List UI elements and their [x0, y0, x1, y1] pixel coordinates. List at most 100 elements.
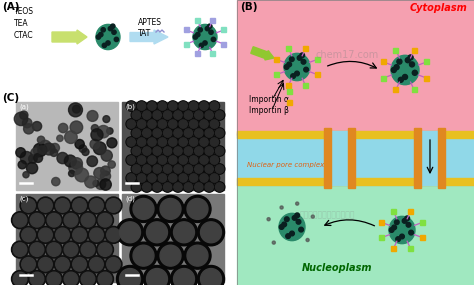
Ellipse shape	[75, 168, 89, 182]
Ellipse shape	[209, 137, 219, 147]
Ellipse shape	[22, 118, 32, 128]
Bar	[287, 100, 292, 105]
Text: (a): (a)	[19, 103, 29, 109]
Ellipse shape	[28, 154, 37, 163]
Ellipse shape	[97, 125, 109, 138]
Ellipse shape	[412, 70, 417, 75]
Ellipse shape	[168, 155, 178, 165]
Ellipse shape	[147, 155, 157, 165]
Ellipse shape	[114, 37, 118, 42]
Ellipse shape	[56, 199, 69, 212]
Bar	[195, 52, 200, 56]
Ellipse shape	[87, 156, 98, 166]
Ellipse shape	[205, 165, 213, 173]
Ellipse shape	[169, 102, 177, 110]
Ellipse shape	[193, 182, 204, 192]
Ellipse shape	[24, 124, 34, 134]
Ellipse shape	[82, 148, 89, 156]
Ellipse shape	[209, 155, 219, 165]
Ellipse shape	[200, 174, 208, 182]
Ellipse shape	[100, 179, 111, 190]
Ellipse shape	[107, 228, 120, 242]
Ellipse shape	[133, 245, 154, 266]
Ellipse shape	[396, 237, 401, 241]
Bar	[391, 209, 396, 214]
Ellipse shape	[22, 228, 35, 242]
Ellipse shape	[69, 161, 82, 175]
Ellipse shape	[152, 146, 163, 156]
Ellipse shape	[73, 257, 86, 271]
Ellipse shape	[193, 25, 217, 50]
Ellipse shape	[13, 272, 27, 285]
Ellipse shape	[142, 146, 152, 156]
Ellipse shape	[23, 172, 29, 178]
Ellipse shape	[30, 213, 44, 227]
Ellipse shape	[292, 215, 297, 220]
Ellipse shape	[394, 65, 399, 70]
Ellipse shape	[137, 138, 146, 146]
Ellipse shape	[47, 272, 61, 285]
Ellipse shape	[169, 138, 177, 146]
Ellipse shape	[20, 256, 37, 273]
Ellipse shape	[187, 245, 208, 266]
Bar	[438, 128, 445, 188]
Ellipse shape	[142, 128, 152, 138]
Ellipse shape	[64, 213, 78, 227]
Ellipse shape	[280, 206, 283, 209]
Ellipse shape	[30, 243, 44, 256]
Ellipse shape	[209, 30, 213, 34]
Ellipse shape	[410, 62, 415, 67]
Bar	[411, 87, 417, 92]
Text: (d): (d)	[125, 195, 135, 201]
Ellipse shape	[173, 146, 183, 156]
Ellipse shape	[290, 231, 294, 236]
Ellipse shape	[152, 164, 163, 174]
Ellipse shape	[164, 111, 172, 119]
Ellipse shape	[157, 137, 168, 147]
Ellipse shape	[187, 198, 208, 219]
Ellipse shape	[57, 135, 63, 141]
Ellipse shape	[144, 219, 171, 246]
Ellipse shape	[210, 102, 219, 110]
Ellipse shape	[75, 139, 84, 149]
Ellipse shape	[203, 41, 207, 45]
Ellipse shape	[137, 137, 147, 147]
Ellipse shape	[97, 241, 113, 258]
Ellipse shape	[100, 166, 110, 176]
Ellipse shape	[184, 147, 192, 155]
Ellipse shape	[131, 110, 142, 120]
Ellipse shape	[38, 146, 46, 154]
Bar	[183, 27, 189, 32]
Ellipse shape	[34, 153, 43, 162]
Ellipse shape	[131, 182, 142, 192]
Ellipse shape	[209, 101, 219, 111]
Ellipse shape	[205, 183, 213, 191]
Ellipse shape	[391, 68, 396, 72]
Bar	[381, 76, 385, 81]
Ellipse shape	[143, 111, 151, 119]
Ellipse shape	[158, 174, 166, 182]
Ellipse shape	[290, 57, 294, 62]
Ellipse shape	[164, 165, 172, 173]
Ellipse shape	[100, 171, 110, 181]
Bar	[195, 18, 200, 23]
Ellipse shape	[299, 227, 303, 232]
Ellipse shape	[13, 243, 27, 256]
Ellipse shape	[73, 105, 81, 113]
Ellipse shape	[106, 41, 110, 45]
Ellipse shape	[408, 55, 413, 60]
Ellipse shape	[287, 62, 292, 67]
Ellipse shape	[158, 138, 166, 146]
Ellipse shape	[126, 101, 137, 111]
Ellipse shape	[272, 241, 275, 244]
Ellipse shape	[50, 149, 58, 156]
Ellipse shape	[400, 234, 404, 239]
Ellipse shape	[188, 101, 199, 111]
Ellipse shape	[137, 173, 147, 183]
Bar	[425, 59, 429, 64]
Ellipse shape	[409, 230, 413, 235]
Ellipse shape	[195, 129, 203, 137]
Ellipse shape	[173, 110, 183, 120]
Text: TAT: TAT	[138, 29, 151, 38]
Text: APTES: APTES	[138, 18, 162, 27]
